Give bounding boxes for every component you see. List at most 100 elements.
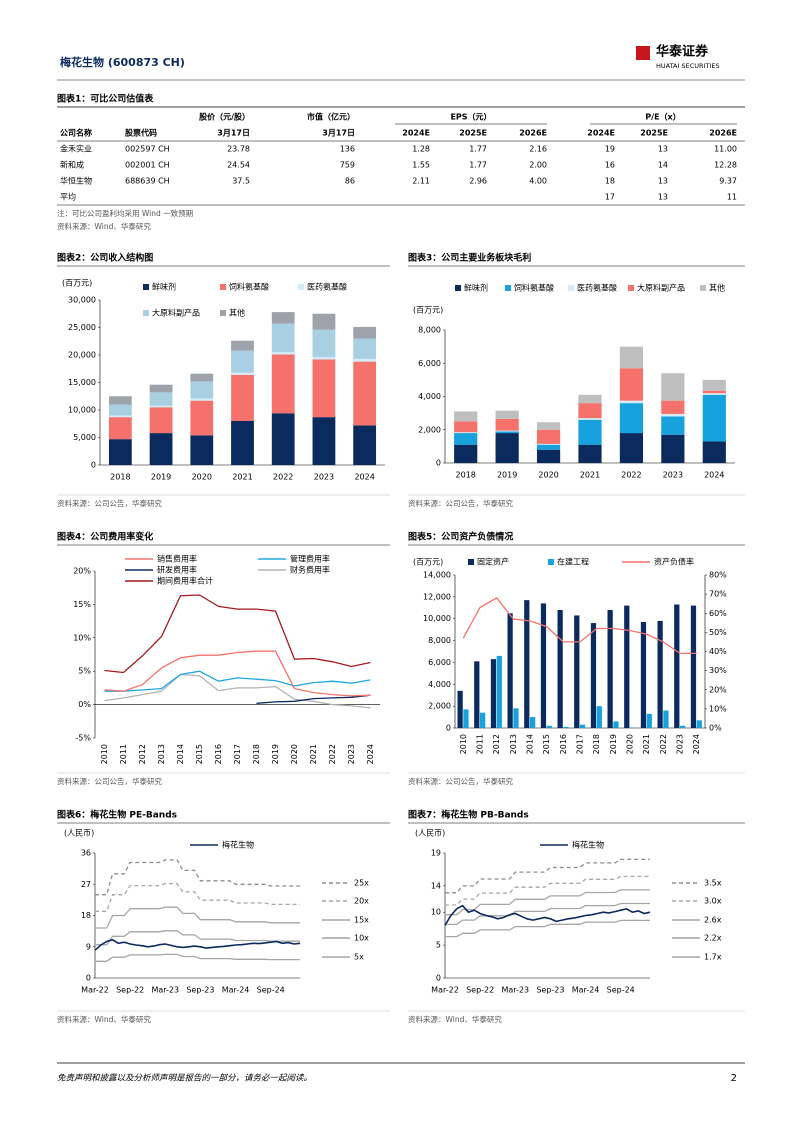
x-tick-label: 2012 <box>492 734 501 754</box>
x-tick-label: 2018 <box>252 744 261 764</box>
bar-segment <box>353 326 377 339</box>
x-tick-label: 2019 <box>609 734 618 754</box>
x-tick-label: Mar-23 <box>151 986 179 995</box>
bar-segment <box>271 323 295 353</box>
bar <box>524 600 530 728</box>
legend-swatch <box>298 284 304 290</box>
y2-tick-label: 30% <box>709 666 727 675</box>
series-line <box>94 938 301 951</box>
bar-segment <box>353 425 377 465</box>
table-group-header: 市值（亿元） <box>307 112 355 122</box>
series-line <box>445 902 650 926</box>
bar-segment <box>108 417 132 440</box>
x-tick-label: 2018 <box>110 473 130 482</box>
legend-label: 20x <box>354 897 369 906</box>
table-cell: 9.37 <box>719 177 737 186</box>
legend-label: 大原料副产品 <box>152 308 200 318</box>
x-tick-label: 2016 <box>559 734 568 754</box>
legend-label: 固定资产 <box>477 557 509 567</box>
bar-segment <box>312 357 336 360</box>
bar-segment <box>271 354 295 414</box>
x-tick-label: Mar-24 <box>572 986 600 995</box>
x-tick-label: 2024 <box>366 744 375 764</box>
x-tick-label: Sep-23 <box>186 986 214 995</box>
x-tick-label: Sep-23 <box>536 986 564 995</box>
legend-label: 15x <box>354 916 369 925</box>
y-tick-label: 10 <box>431 908 441 917</box>
bar <box>607 609 613 728</box>
x-tick-label: 2012 <box>138 744 147 764</box>
chart-title: 图表4：公司费用率变化 <box>57 531 153 543</box>
table-cell: 2.96 <box>469 177 487 186</box>
legend-label: 饲料氨基酸 <box>229 282 269 292</box>
legend-label: 1.7x <box>704 953 722 962</box>
y2-tick-label: 80% <box>709 571 727 580</box>
bar <box>580 724 586 728</box>
table-column-header: 2025E <box>459 129 487 138</box>
bar-segment <box>495 410 519 419</box>
y-axis-label: (人民币) <box>64 829 94 838</box>
bar <box>496 655 502 728</box>
table-cell: 136 <box>340 145 355 154</box>
table-cell: 4.00 <box>529 177 547 186</box>
x-tick-label: 2013 <box>157 744 166 764</box>
bar-segment <box>454 411 478 422</box>
table-cell: 2.16 <box>529 145 547 154</box>
series-line <box>445 858 650 894</box>
bar <box>557 609 563 728</box>
legend-label: 财务费用率 <box>290 565 330 575</box>
x-tick-label: Sep-22 <box>466 986 494 995</box>
legend-label: 研发费用率 <box>157 565 197 575</box>
table-cell: 1.55 <box>412 161 430 170</box>
table-cell: 1.28 <box>412 145 430 154</box>
bar-segment <box>271 312 295 324</box>
y-tick-label: 4,000 <box>428 680 451 689</box>
table-cell: 11 <box>727 193 737 202</box>
y-tick-label: 14 <box>431 881 441 890</box>
bar <box>640 621 647 728</box>
table-cell: 759 <box>340 161 355 170</box>
bar-segment <box>495 418 519 431</box>
series-line <box>104 594 371 674</box>
table-column-header: 2024E <box>402 129 430 138</box>
bar-segment <box>454 433 478 445</box>
bar <box>663 710 669 728</box>
legend-swatch <box>220 310 226 316</box>
legend-label: 在建工程 <box>557 557 589 567</box>
y-tick-label: 27 <box>81 880 91 889</box>
legend-label: 10x <box>354 934 369 943</box>
y-axis-label: (百万元) <box>62 279 92 288</box>
y2-tick-label: 40% <box>709 647 727 656</box>
x-tick-label: Mar-22 <box>81 986 109 995</box>
series-line <box>445 889 650 916</box>
chart-title: 图表6：梅花生物 PE-Bands <box>57 809 177 821</box>
y2-tick-label: 0% <box>709 724 722 733</box>
bar <box>690 605 697 728</box>
table-cell: 12.28 <box>714 161 737 170</box>
bar-segment <box>231 340 254 351</box>
table-column-header: 公司名称 <box>60 128 92 138</box>
chart-source: 资料来源：公司公告，华泰研究 <box>408 498 513 508</box>
table-cell: 2.11 <box>412 177 430 186</box>
chart-title: 图表3：公司主要业务板块毛利 <box>408 252 531 264</box>
bar-segment <box>190 381 214 399</box>
bar-segment <box>578 403 602 419</box>
bar <box>480 712 486 728</box>
y-tick-label: 0 <box>86 974 91 983</box>
y-tick-label: 5 <box>436 941 441 950</box>
x-tick-label: 2022 <box>328 744 337 764</box>
bar <box>613 721 619 728</box>
bar <box>490 659 497 728</box>
bar-segment <box>661 400 685 414</box>
bar-segment <box>495 433 519 463</box>
table-cell: 平均 <box>60 192 76 202</box>
bar-segment <box>495 430 519 432</box>
table-cell: 1.77 <box>469 161 487 170</box>
x-tick-label: Mar-22 <box>431 986 459 995</box>
table-cell: 13 <box>658 145 668 154</box>
table-column-header: 2025E <box>640 129 668 138</box>
legend-swatch <box>700 285 706 291</box>
bar-segment <box>661 373 685 401</box>
bar <box>657 620 663 728</box>
y-tick-label: 2,000 <box>428 702 451 711</box>
